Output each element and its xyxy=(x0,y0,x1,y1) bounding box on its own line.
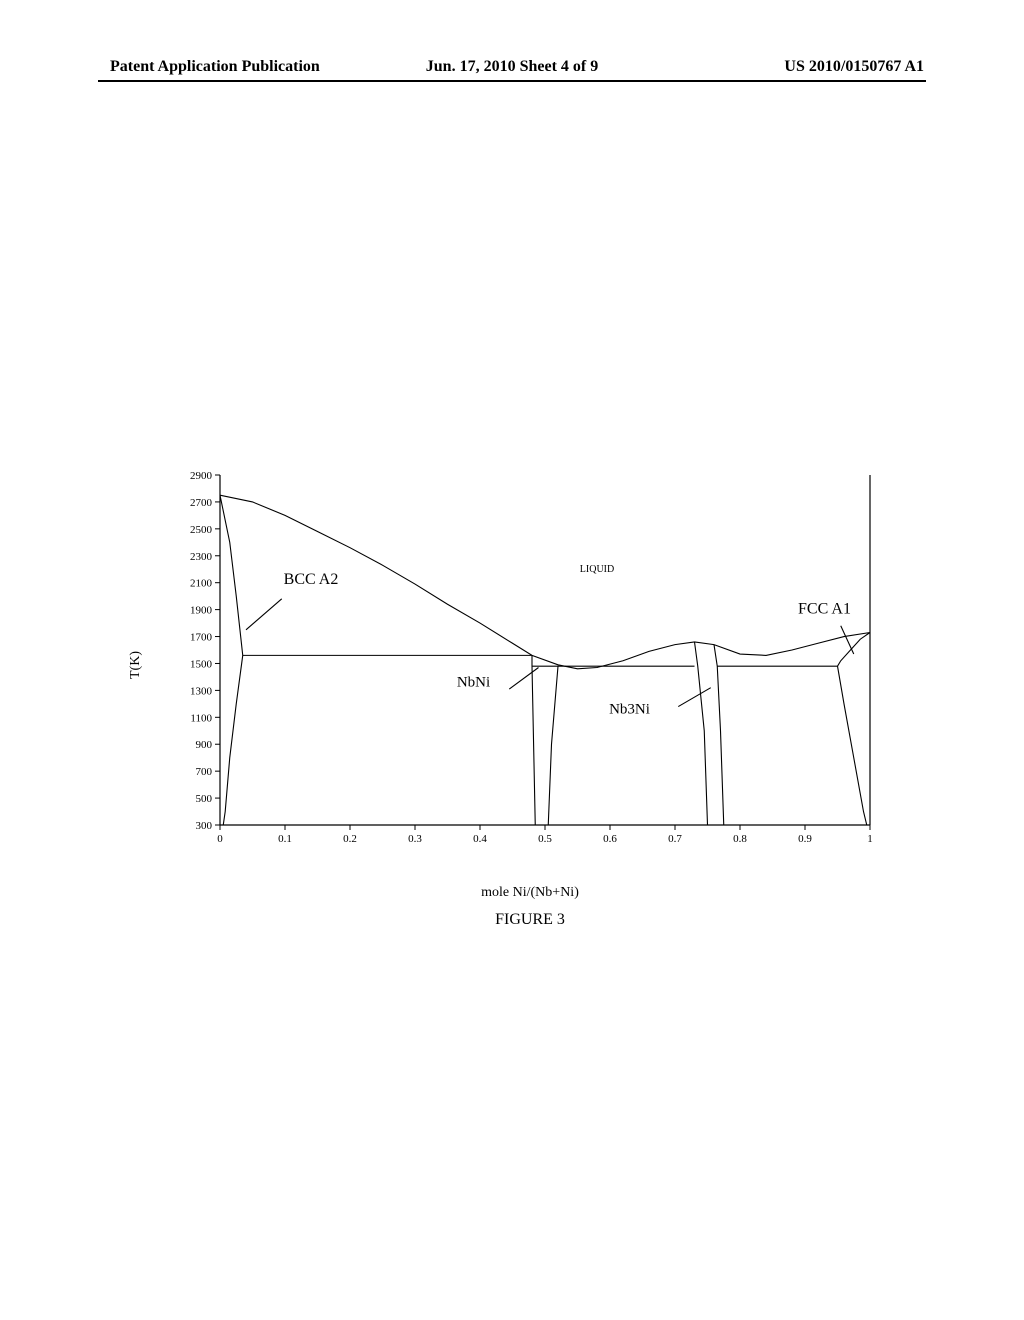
header-right: US 2010/0150767 A1 xyxy=(784,58,924,76)
header-center: Jun. 17, 2010 Sheet 4 of 9 xyxy=(426,58,598,76)
svg-text:0.9: 0.9 xyxy=(798,833,812,845)
svg-text:0.6: 0.6 xyxy=(603,833,617,845)
svg-text:LIQUID: LIQUID xyxy=(580,564,614,575)
svg-text:0.7: 0.7 xyxy=(668,833,682,845)
svg-text:900: 900 xyxy=(196,739,213,751)
svg-text:300: 300 xyxy=(196,820,213,832)
chart-svg: 00.10.20.30.40.50.60.70.80.9130050070090… xyxy=(170,465,890,865)
svg-text:0.4: 0.4 xyxy=(473,833,487,845)
svg-text:0.3: 0.3 xyxy=(408,833,422,845)
svg-text:700: 700 xyxy=(196,766,213,778)
svg-text:2100: 2100 xyxy=(190,578,213,590)
svg-text:BCC A2: BCC A2 xyxy=(284,571,339,588)
svg-text:2700: 2700 xyxy=(190,497,213,509)
svg-text:1500: 1500 xyxy=(190,658,213,670)
svg-text:1: 1 xyxy=(867,833,873,845)
svg-text:FCC A1: FCC A1 xyxy=(798,601,851,618)
svg-text:1700: 1700 xyxy=(190,632,213,644)
svg-text:500: 500 xyxy=(196,793,213,805)
svg-text:0: 0 xyxy=(217,833,223,845)
figure-caption: FIGURE 3 xyxy=(495,911,565,929)
y-axis-label: T(K) xyxy=(128,651,144,679)
svg-text:0.1: 0.1 xyxy=(278,833,292,845)
svg-text:0.2: 0.2 xyxy=(343,833,357,845)
svg-text:2300: 2300 xyxy=(190,551,213,563)
header-left: Patent Application Publication xyxy=(110,58,320,76)
svg-text:0.8: 0.8 xyxy=(733,833,747,845)
svg-text:Nb3Ni: Nb3Ni xyxy=(609,701,650,717)
svg-text:1900: 1900 xyxy=(190,605,213,617)
x-axis-label: mole Ni/(Nb+Ni) xyxy=(481,885,579,901)
svg-text:1300: 1300 xyxy=(190,685,213,697)
svg-text:2900: 2900 xyxy=(190,470,213,482)
svg-text:2500: 2500 xyxy=(190,524,213,536)
svg-text:NbNi: NbNi xyxy=(457,674,490,690)
svg-text:1100: 1100 xyxy=(190,712,212,724)
phase-diagram-chart: 00.10.20.30.40.50.60.70.80.9130050070090… xyxy=(170,465,890,865)
header-divider xyxy=(98,80,926,82)
svg-text:0.5: 0.5 xyxy=(538,833,552,845)
